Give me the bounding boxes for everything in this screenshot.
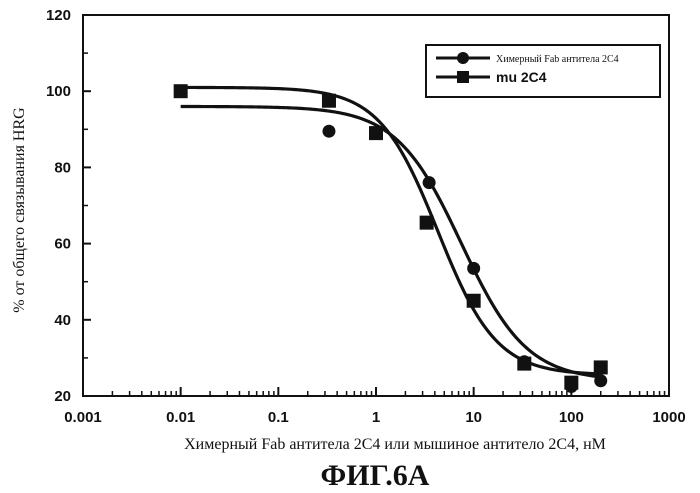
x-tick-label: 1 [372, 409, 380, 426]
point-square [321, 93, 336, 108]
y-tick-label: 80 [54, 159, 71, 176]
legend-label-chimeric: Химерный Fab антитела 2C4 [496, 54, 619, 65]
point-square [466, 293, 481, 308]
fit-curve-series-1 [180, 104, 601, 379]
y-axis-title: % от общего связывания HRG [11, 107, 28, 313]
legend-label-mu: mu 2C4 [496, 69, 547, 85]
point-circle [322, 124, 336, 138]
legend: Химерный Fab антитела 2C4 mu 2C4 [425, 44, 661, 98]
point-square [369, 126, 383, 141]
point-square [173, 84, 188, 99]
point-circle [422, 176, 436, 190]
point-square [564, 375, 579, 390]
legend-marker-circle [457, 52, 469, 64]
point-circle [594, 374, 608, 388]
fit-curve-series-2 [180, 85, 601, 376]
point-square [593, 360, 608, 375]
x-tick-label: 0.001 [64, 409, 102, 426]
x-tick-label: 0.1 [268, 409, 289, 426]
figure-title: ФИГ.6А [321, 459, 430, 492]
y-tick-label: 40 [54, 312, 71, 329]
y-tick-label: 120 [46, 7, 71, 24]
y-tick-label: 60 [54, 236, 71, 253]
point-square [419, 215, 434, 230]
point-square [517, 356, 532, 371]
x-tick-label: 0.01 [166, 409, 195, 426]
x-tick-label: 1000 [652, 409, 685, 426]
x-tick-label: 100 [559, 409, 584, 426]
legend-marker-square [457, 71, 469, 83]
y-tick-label: 20 [54, 388, 71, 405]
x-tick-label: 10 [465, 409, 482, 426]
y-tick-label: 100 [46, 83, 71, 100]
x-axis-title: Химерный Fab антитела 2C4 или мышиное ан… [184, 436, 606, 453]
point-circle [467, 261, 481, 275]
